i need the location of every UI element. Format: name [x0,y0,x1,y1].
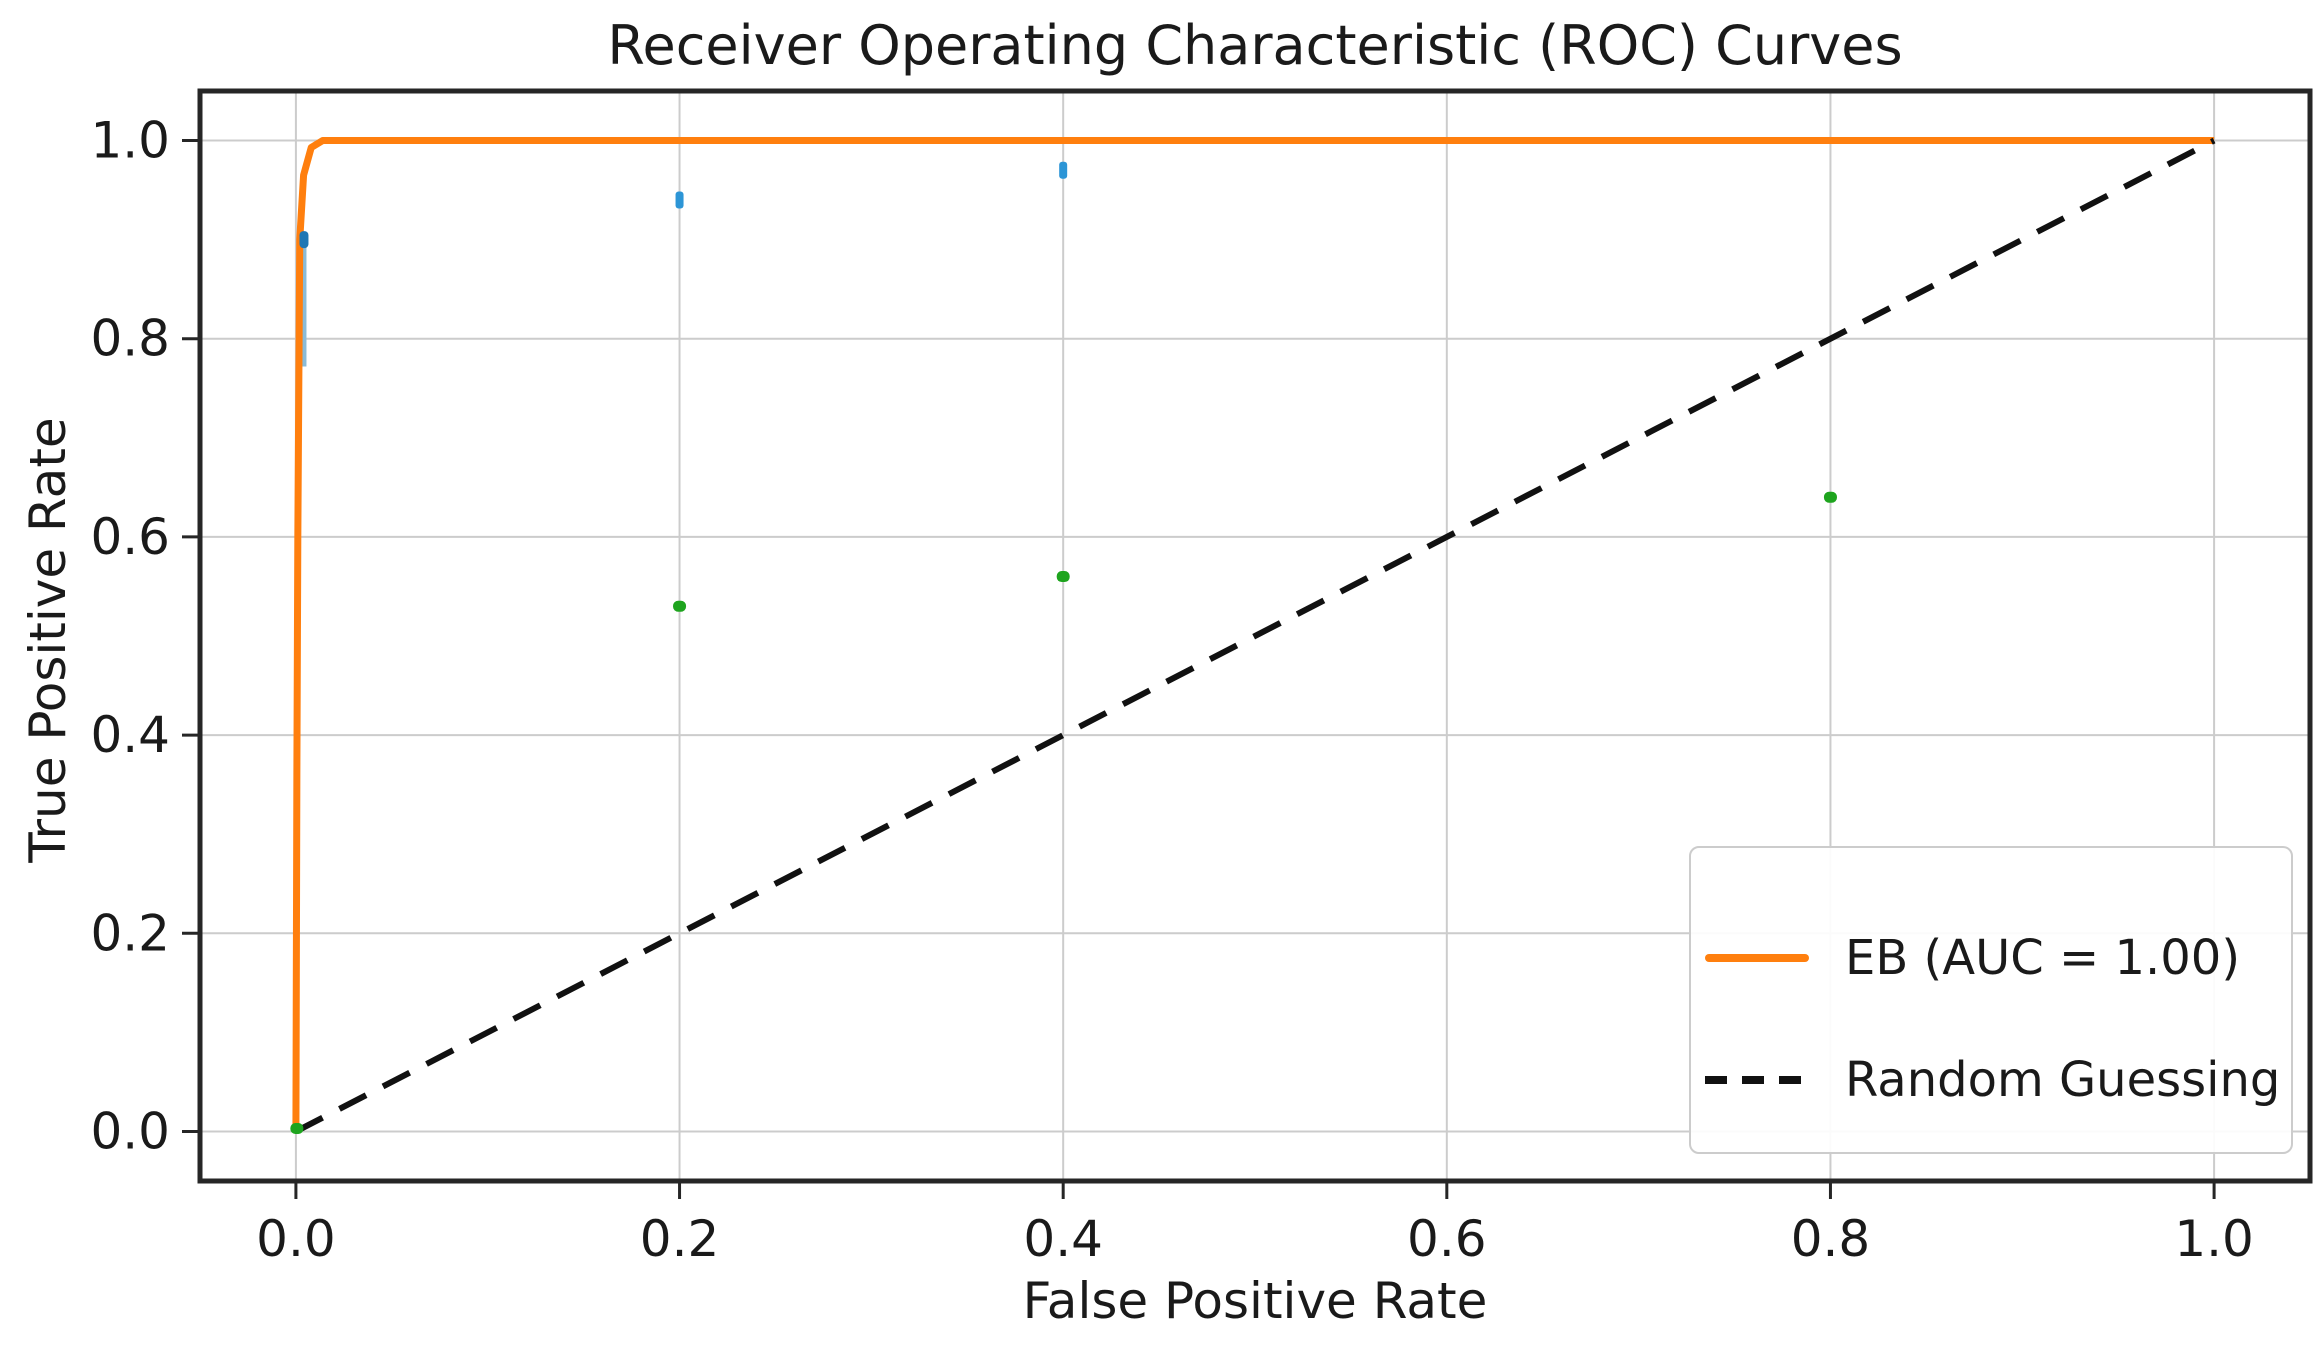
random-guessing-line [294,137,2216,1135]
roc-curve-eb [292,137,2215,1132]
green-dot-marker [673,600,687,612]
x-axis-label: False Positive Rate [1022,1272,1488,1330]
y-tick-label: 0.6 [90,508,170,566]
axes-spines [197,88,2313,1184]
green-dot-marker [1056,571,1070,583]
eb-line-sample [1705,954,1809,962]
x-tick-label: 0.6 [1407,1210,1487,1268]
random-guessing-line-sample [1705,1076,1809,1084]
blue-dash-marker [675,191,684,209]
x-tick-label: 0.0 [256,1210,336,1268]
x-tick-label: 0.4 [1023,1210,1103,1268]
blue-dot-marker [299,231,309,249]
y-tick-label: 0.0 [90,1102,170,1160]
y-tick-label: 0.8 [90,310,170,368]
legend-label-eb: EB (AUC = 1.00) [1845,930,2241,986]
x-tick-label: 0.2 [640,1210,720,1268]
y-tick-label: 0.2 [90,904,170,962]
chart-title: Receiver Operating Characteristic (ROC) … [607,14,1903,77]
legend-item-random-guessing: Random Guessing [1705,1030,2291,1130]
x-tick-label: 1.0 [2174,1210,2254,1268]
blue-dash-marker [1059,161,1068,179]
green-dot-marker [1823,491,1837,503]
legend-item-eb: EB (AUC = 1.00) [1705,908,2291,1008]
y-tick-label: 1.0 [90,112,170,170]
legend-label-random-guessing: Random Guessing [1845,1052,2281,1108]
y-tick-label: 0.4 [90,706,170,764]
x-tick-label: 0.8 [1791,1210,1871,1268]
green-dot-marker [290,1122,304,1134]
legend: EB (AUC = 1.00) Random Guessing [1689,846,2293,1154]
